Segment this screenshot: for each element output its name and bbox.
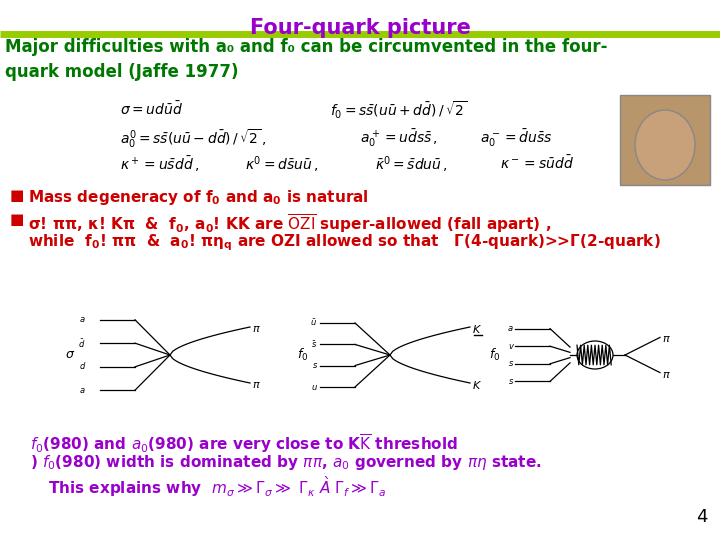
- Text: $\bar{d}$: $\bar{d}$: [78, 337, 85, 349]
- Text: $f_0$(980) and $a_0$(980) are very close to K$\overline{\mathrm{K}}$ threshold: $f_0$(980) and $a_0$(980) are very close…: [30, 432, 458, 455]
- Text: $K$: $K$: [472, 379, 482, 391]
- Text: Four-quark picture: Four-quark picture: [250, 18, 470, 38]
- Text: a: a: [80, 386, 85, 395]
- Text: $\kappa^- = s\bar{u}d\bar{d}$: $\kappa^- = s\bar{u}d\bar{d}$: [500, 154, 574, 172]
- Text: $\kappa^0 = d\bar{s}u\bar{u}\,,$: $\kappa^0 = d\bar{s}u\bar{u}\,,$: [245, 154, 318, 174]
- Text: v: v: [508, 342, 513, 350]
- Text: ■: ■: [10, 212, 24, 227]
- Text: s: s: [508, 359, 513, 368]
- Text: $f_0$: $f_0$: [297, 347, 308, 363]
- Text: $\sigma$: $\sigma$: [65, 348, 75, 361]
- Text: $a_0^- = \bar{d}u\bar{s}s$: $a_0^- = \bar{d}u\bar{s}s$: [480, 127, 552, 149]
- Text: s: s: [508, 377, 513, 386]
- Text: a: a: [508, 324, 513, 333]
- Text: This explains why  $m_\sigma$$\gg$$\Gamma_\sigma$$\gg$ $\Gamma_\kappa$ $\grave{A: This explains why $m_\sigma$$\gg$$\Gamma…: [48, 474, 386, 499]
- Text: while  $\mathbf{f_0}$! $\mathbf{\pi\pi}$  &  $\mathbf{a_0}$! $\mathbf{\pi\eta_q}: while $\mathbf{f_0}$! $\mathbf{\pi\pi}$ …: [28, 232, 661, 253]
- Text: $K$: $K$: [472, 323, 482, 335]
- Text: $\bar{u}$: $\bar{u}$: [310, 318, 317, 328]
- Text: $\kappa^+ = u\bar{s}d\bar{d}\,,$: $\kappa^+ = u\bar{s}d\bar{d}\,,$: [120, 154, 199, 174]
- Text: $f_0 = s\bar{s}(u\bar{u}+d\bar{d})\,/\,\sqrt{2}$: $f_0 = s\bar{s}(u\bar{u}+d\bar{d})\,/\,\…: [330, 100, 467, 122]
- Ellipse shape: [635, 110, 695, 180]
- Text: Major difficulties with a₀ and f₀ can be circumvented in the four-
quark model (: Major difficulties with a₀ and f₀ can be…: [5, 38, 608, 81]
- Text: $\mathbf{\sigma}$! $\mathbf{\pi\pi}$, $\mathbf{\kappa}$! K$\mathbf{\pi}$  &  $\m: $\mathbf{\sigma}$! $\mathbf{\pi\pi}$, $\…: [28, 212, 552, 235]
- Text: 4: 4: [696, 508, 708, 526]
- Text: $\pi$: $\pi$: [252, 324, 261, 334]
- Text: $\pi$: $\pi$: [662, 369, 671, 380]
- Text: $\pi$: $\pi$: [252, 380, 261, 390]
- Text: $\sigma = ud\bar{u}\bar{d}$: $\sigma = ud\bar{u}\bar{d}$: [120, 100, 183, 118]
- Text: $f_0$: $f_0$: [489, 347, 500, 363]
- Text: ■: ■: [10, 188, 24, 203]
- Text: u: u: [312, 382, 317, 392]
- Text: ) $f_0$(980) width is dominated by $\pi\pi$, $a_0$ governed by $\pi\eta$ state.: ) $f_0$(980) width is dominated by $\pi\…: [30, 453, 541, 472]
- Text: d: d: [80, 362, 85, 372]
- Text: $\pi$: $\pi$: [662, 334, 671, 345]
- Bar: [620, 95, 710, 185]
- Text: $a_0^0 = s\bar{s}(u\bar{u}-d\bar{d})\,/\,\sqrt{2}\,,$: $a_0^0 = s\bar{s}(u\bar{u}-d\bar{d})\,/\…: [120, 127, 267, 150]
- Text: $\bar{\kappa}^0 = \bar{s}du\bar{u}\,,$: $\bar{\kappa}^0 = \bar{s}du\bar{u}\,,$: [375, 154, 448, 174]
- Text: Mass degeneracy of $\mathbf{f_0}$ and $\mathbf{a_0}$ is natural: Mass degeneracy of $\mathbf{f_0}$ and $\…: [28, 188, 369, 207]
- Text: s: s: [312, 361, 317, 370]
- Text: a: a: [80, 315, 85, 325]
- Text: $\bar{s}$: $\bar{s}$: [311, 339, 317, 350]
- Text: $a_0^+ = u\bar{d}s\bar{s}\,,$: $a_0^+ = u\bar{d}s\bar{s}\,,$: [360, 127, 438, 149]
